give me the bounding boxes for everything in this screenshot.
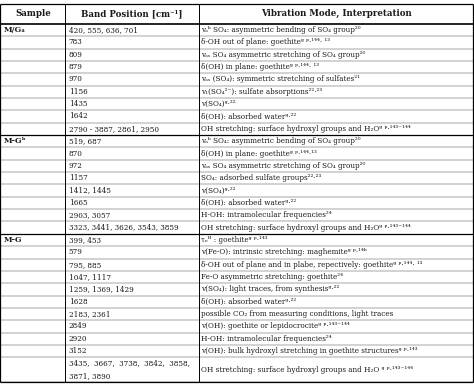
Text: v(SO₄)ᵍ·²²: v(SO₄)ᵍ·²² — [201, 187, 236, 195]
Text: 2920: 2920 — [69, 335, 87, 343]
Text: 1665: 1665 — [69, 199, 87, 207]
Text: SO₄: adsorbed sulfate groups²²·²³: SO₄: adsorbed sulfate groups²²·²³ — [201, 174, 322, 182]
Text: 1156: 1156 — [69, 88, 88, 96]
Text: v₁(SO₄²⁻): sulfate absorptions²²·²³: v₁(SO₄²⁻): sulfate absorptions²²·²³ — [201, 88, 323, 96]
Text: H-OH: intramolecular frequencies²⁴: H-OH: intramolecular frequencies²⁴ — [201, 211, 332, 219]
Text: 579: 579 — [69, 248, 82, 257]
Text: 2790 - 3887, 2861, 2950: 2790 - 3887, 2861, 2950 — [69, 125, 159, 133]
Text: v(OH): bulk hydroxyl stretching in goethite structuresᵍ ᵖ·¹⁴³: v(OH): bulk hydroxyl stretching in goeth… — [201, 347, 418, 355]
Text: 1435: 1435 — [69, 100, 87, 108]
Text: Fe-O asymmetric stretching: goethite²⁴: Fe-O asymmetric stretching: goethite²⁴ — [201, 273, 344, 281]
Text: 3323, 3441, 3626, 3543, 3859: 3323, 3441, 3626, 3543, 3859 — [69, 223, 178, 232]
Text: 1157: 1157 — [69, 174, 88, 182]
Text: δ(OH): absorbed waterᵍ·²²: δ(OH): absorbed waterᵍ·²² — [201, 113, 297, 121]
Text: 879: 879 — [69, 63, 82, 71]
Text: 3435,  3667,  3738,  3842,  3858,: 3435, 3667, 3738, 3842, 3858, — [69, 359, 190, 367]
Text: vₐᵇ SO₄: asymmetric bending of SO₄ group²⁰: vₐᵇ SO₄: asymmetric bending of SO₄ group… — [201, 137, 361, 145]
Text: δ-OH out of plane: goethiteᵍ ᵖ·¹⁴⁴· ¹³: δ-OH out of plane: goethiteᵍ ᵖ·¹⁴⁴· ¹³ — [201, 38, 330, 46]
Text: 1628: 1628 — [69, 298, 87, 306]
Text: 1642: 1642 — [69, 113, 87, 121]
Text: vₐₛ SO₄ asymmetric stretching of SO₄ group²⁰: vₐₛ SO₄ asymmetric stretching of SO₄ gro… — [201, 162, 366, 170]
Text: 970: 970 — [69, 75, 82, 83]
Text: δ(OH): absorbed waterᵍ·²²: δ(OH): absorbed waterᵍ·²² — [201, 199, 297, 207]
Text: τₒᴴ : goethiteᵍ ᵖ·¹⁴³: τₒᴴ : goethiteᵍ ᵖ·¹⁴³ — [201, 236, 268, 244]
Text: H-OH: intramolecular frequencies²⁴: H-OH: intramolecular frequencies²⁴ — [201, 335, 332, 343]
Text: δ(OH) in plane: goethiteᵍ ᵖ·¹⁴⁴·¹³: δ(OH) in plane: goethiteᵍ ᵖ·¹⁴⁴·¹³ — [201, 149, 317, 157]
Text: vₐₛ SO₄ asymmetric stretching of SO₄ group²⁰: vₐₛ SO₄ asymmetric stretching of SO₄ gro… — [201, 51, 366, 59]
Text: v(SO₄)ᵍ·²²: v(SO₄)ᵍ·²² — [201, 100, 236, 108]
Text: 1412, 1445: 1412, 1445 — [69, 187, 110, 195]
Text: M-Gᵇ: M-Gᵇ — [3, 137, 26, 145]
Text: OH stretching: surface hydroxyl groups and H₂Oᵍ ᵖ·¹⁴³⁻¹⁴⁴: OH stretching: surface hydroxyl groups a… — [201, 223, 411, 232]
Text: 972: 972 — [69, 162, 82, 170]
Text: v(Fe-O): intrinsic stretching: maghemiteᵍ ᵖ·¹⁴ᵇ: v(Fe-O): intrinsic stretching: maghemite… — [201, 248, 367, 257]
Text: vₐₛ (SO₄): symmetric stretching of sulfates²¹: vₐₛ (SO₄): symmetric stretching of sulfa… — [201, 75, 360, 83]
Text: 3871, 3890: 3871, 3890 — [69, 372, 110, 380]
Text: vₐᵇ SO₄: asymmetric bending of SO₄ group²⁰: vₐᵇ SO₄: asymmetric bending of SO₄ group… — [201, 26, 361, 34]
Text: δ(OH): absorbed waterᵍ·²²: δ(OH): absorbed waterᵍ·²² — [201, 298, 297, 306]
Text: 809: 809 — [69, 51, 82, 59]
Text: 1259, 1369, 1429: 1259, 1369, 1429 — [69, 285, 134, 293]
Text: δ(OH) in plane: goethiteᵍ ᵖ·¹⁴⁴· ¹³: δ(OH) in plane: goethiteᵍ ᵖ·¹⁴⁴· ¹³ — [201, 63, 319, 71]
Text: 2849: 2849 — [69, 323, 87, 331]
Text: Band Position [cm⁻¹]: Band Position [cm⁻¹] — [82, 9, 183, 18]
Text: M-G: M-G — [3, 236, 22, 244]
Text: 795, 885: 795, 885 — [69, 261, 101, 269]
Text: M/Gₐ: M/Gₐ — [3, 26, 25, 34]
Text: OH stretching: surface hydroxyl groups and H₂O ᵍ ᵖ·¹⁴³⁻¹⁴⁴: OH stretching: surface hydroxyl groups a… — [201, 366, 413, 374]
Text: v(OH): goethite or lepidocrociteᵍ ᵖ·¹⁴³⁻¹⁴⁴: v(OH): goethite or lepidocrociteᵍ ᵖ·¹⁴³⁻… — [201, 323, 350, 331]
Text: OH stretching: surface hydroxyl groups and H₂Oᵍ ᵖ·¹⁴³⁻¹⁴⁴: OH stretching: surface hydroxyl groups a… — [201, 125, 411, 133]
Text: 420, 555, 636, 701: 420, 555, 636, 701 — [69, 26, 138, 34]
Text: v(SO₄): light traces, from synthesisᵍ·²²: v(SO₄): light traces, from synthesisᵍ·²² — [201, 285, 340, 293]
Text: 3152: 3152 — [69, 347, 87, 355]
Text: δ-OH out of plane and in plabe, repectively: goethiteᵍ ᵖ·¹⁴⁴· ¹³: δ-OH out of plane and in plabe, repectiv… — [201, 261, 423, 269]
Text: 399, 453: 399, 453 — [69, 236, 101, 244]
Text: 2183, 2361: 2183, 2361 — [69, 310, 110, 318]
Text: 2903, 3057: 2903, 3057 — [69, 211, 110, 219]
Text: Sample: Sample — [15, 9, 51, 18]
Text: possible CO₂ from measuring conditions, light traces: possible CO₂ from measuring conditions, … — [201, 310, 394, 318]
Text: Vibration Mode, Interpretation: Vibration Mode, Interpretation — [261, 9, 411, 18]
Text: 519, 687: 519, 687 — [69, 137, 101, 145]
Text: 870: 870 — [69, 149, 82, 157]
Text: 783: 783 — [69, 38, 82, 46]
Text: 1047, 1117: 1047, 1117 — [69, 273, 111, 281]
